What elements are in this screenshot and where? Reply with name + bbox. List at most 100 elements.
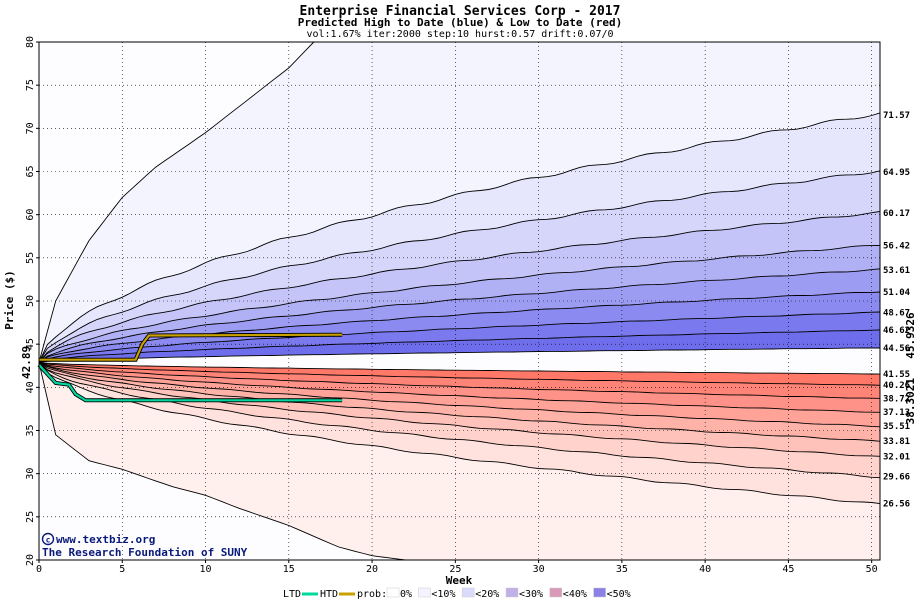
high-band-4 (39, 245, 880, 363)
end-label-46.62: 46.62 (883, 326, 910, 336)
end-label-44.56: 44.56 (883, 344, 910, 354)
y-tick-label-20: 20 (25, 554, 36, 566)
grid-lines (38, 41, 880, 561)
end-label-41.55: 41.55 (883, 370, 910, 380)
ltd-end-value-label: 38.3021 (904, 378, 917, 425)
x-tick-label-15: 15 (283, 564, 295, 575)
end-label-51.04: 51.04 (883, 288, 911, 298)
legend-swatch-5 (593, 587, 606, 598)
contour-low-40.26 (38, 361, 881, 386)
contour-low-35.51 (38, 361, 881, 428)
x-tick-label-5: 5 (119, 564, 125, 575)
end-label-60.17: 60.17 (883, 209, 910, 219)
high-band-1 (39, 112, 880, 363)
chart-params: vol:1.67% iter:2000 step:10 hurst:0.57 d… (306, 29, 613, 40)
legend-items: 0% <10% <20% <30% <40% <50% (386, 587, 631, 600)
credit-org: The Research Foundation of SUNY (42, 546, 248, 559)
end-label-53.61: 53.61 (883, 266, 910, 276)
legend-htd-label: HTD (320, 589, 338, 600)
y-tick-label-40: 40 (25, 381, 36, 393)
ltd-series-line (38, 364, 343, 402)
legend-swatch-4 (549, 587, 563, 598)
x-tick-label-35: 35 (616, 564, 628, 575)
y-tick-label-50: 50 (25, 295, 36, 307)
end-label-29.66: 29.66 (883, 473, 910, 483)
end-label-64.95: 64.95 (883, 168, 910, 178)
end-label-26.56: 26.56 (883, 499, 910, 509)
high-band-5 (39, 268, 880, 363)
contour-high-64.95 (38, 170, 881, 363)
x-tick-label-25: 25 (449, 564, 461, 575)
y-tick-label-60: 60 (25, 209, 36, 221)
y-tick-label-45: 45 (25, 338, 36, 350)
htd-end-value-label: 45.9326 (904, 312, 917, 359)
low-band-8 (39, 362, 880, 386)
high-band-6 (39, 292, 880, 363)
y-tick-label-35: 35 (25, 424, 36, 436)
legend-swatch-1 (418, 587, 431, 598)
low-band-5 (39, 362, 880, 427)
end-label-32.01: 32.01 (883, 452, 910, 462)
end-label-40.26: 40.26 (883, 381, 910, 391)
x-tick-label-10: 10 (200, 564, 212, 575)
copyright-icon (41, 532, 55, 546)
legend-swatch-3 (505, 587, 519, 598)
price-series (37, 332, 343, 403)
high-band-3 (39, 211, 880, 363)
x-tick-label-40: 40 (699, 564, 711, 575)
high-band-2 (39, 170, 880, 363)
low-band-1 (39, 362, 880, 504)
contour-low-37.13 (38, 361, 881, 413)
x-tick-label-20: 20 (366, 564, 378, 575)
start-price-label: 42.89 (20, 346, 33, 379)
chart-subtitle: Predicted High to Date (blue) & Low to D… (298, 16, 623, 29)
end-label-38.72: 38.72 (883, 394, 910, 404)
y-axis-label: Price ($) (3, 270, 16, 330)
htd-series-line (39, 333, 343, 361)
legend-item-label-2: <20% (475, 589, 499, 600)
legend-item-label-1: <10% (431, 589, 455, 600)
y-tick-label-25: 25 (25, 511, 36, 523)
contour-high-56.42 (38, 245, 881, 363)
legend-item-label-5: <50% (607, 589, 631, 600)
y-tick-label-75: 75 (25, 79, 36, 91)
y-tick-label-30: 30 (25, 468, 36, 480)
percentile-end-labels: 71.57 64.95 60.17 56.42 53.61 51.04 48.67 46.62… (883, 111, 911, 510)
y-tick-label-80: 80 (25, 36, 36, 48)
contour-high-60.17 (38, 211, 881, 363)
probability-bands (39, 42, 880, 560)
end-label-35.51: 35.51 (883, 422, 910, 432)
legend-ltd-label: LTD (283, 589, 301, 600)
contour-high-48.67 (38, 311, 881, 363)
x-axis-label: Week (446, 574, 473, 587)
chart-title: Enterprise Financial Services Corp - 201… (300, 4, 621, 19)
high-band-8 (39, 329, 880, 363)
legend-swatch-2 (461, 587, 475, 598)
x-tick-label-45: 45 (782, 564, 794, 575)
end-label-48.67: 48.67 (883, 308, 910, 318)
legend-item-label-3: <30% (519, 589, 543, 600)
y-tick-label-55: 55 (25, 252, 36, 264)
y-tick-label-70: 70 (25, 122, 36, 134)
credit-site: www.textbiz.org (56, 533, 155, 546)
contour-high-71.57 (38, 112, 881, 363)
legend-prob-label: prob: (357, 589, 387, 600)
contour-low-32.01 (38, 362, 881, 457)
end-label-37.13: 37.13 (883, 408, 910, 418)
high-band-0 (39, 42, 880, 363)
x-axis-ticks: 0 5 10 15 20 25 30 35 40 45 50 (36, 560, 878, 575)
legend: LTD HTD prob: 0% <10% <20% <30% <40% <50% (283, 587, 631, 600)
contour-high-44.56 (38, 347, 880, 363)
legend-item-label-0: 0% (400, 589, 412, 600)
end-label-71.57: 71.57 (883, 111, 910, 121)
legend-swatch-0 (386, 587, 400, 598)
contour-high-53.61 (38, 268, 881, 363)
legend-item-label-4: <40% (563, 589, 587, 600)
contour-low-41.55 (38, 361, 881, 375)
contour-low-29.66 (38, 362, 881, 479)
low-band-0 (39, 362, 880, 560)
end-label-56.42: 56.42 (883, 242, 910, 252)
contour-high-46.62 (38, 329, 881, 363)
low-band-4 (39, 362, 880, 442)
x-tick-label-50: 50 (866, 564, 878, 575)
